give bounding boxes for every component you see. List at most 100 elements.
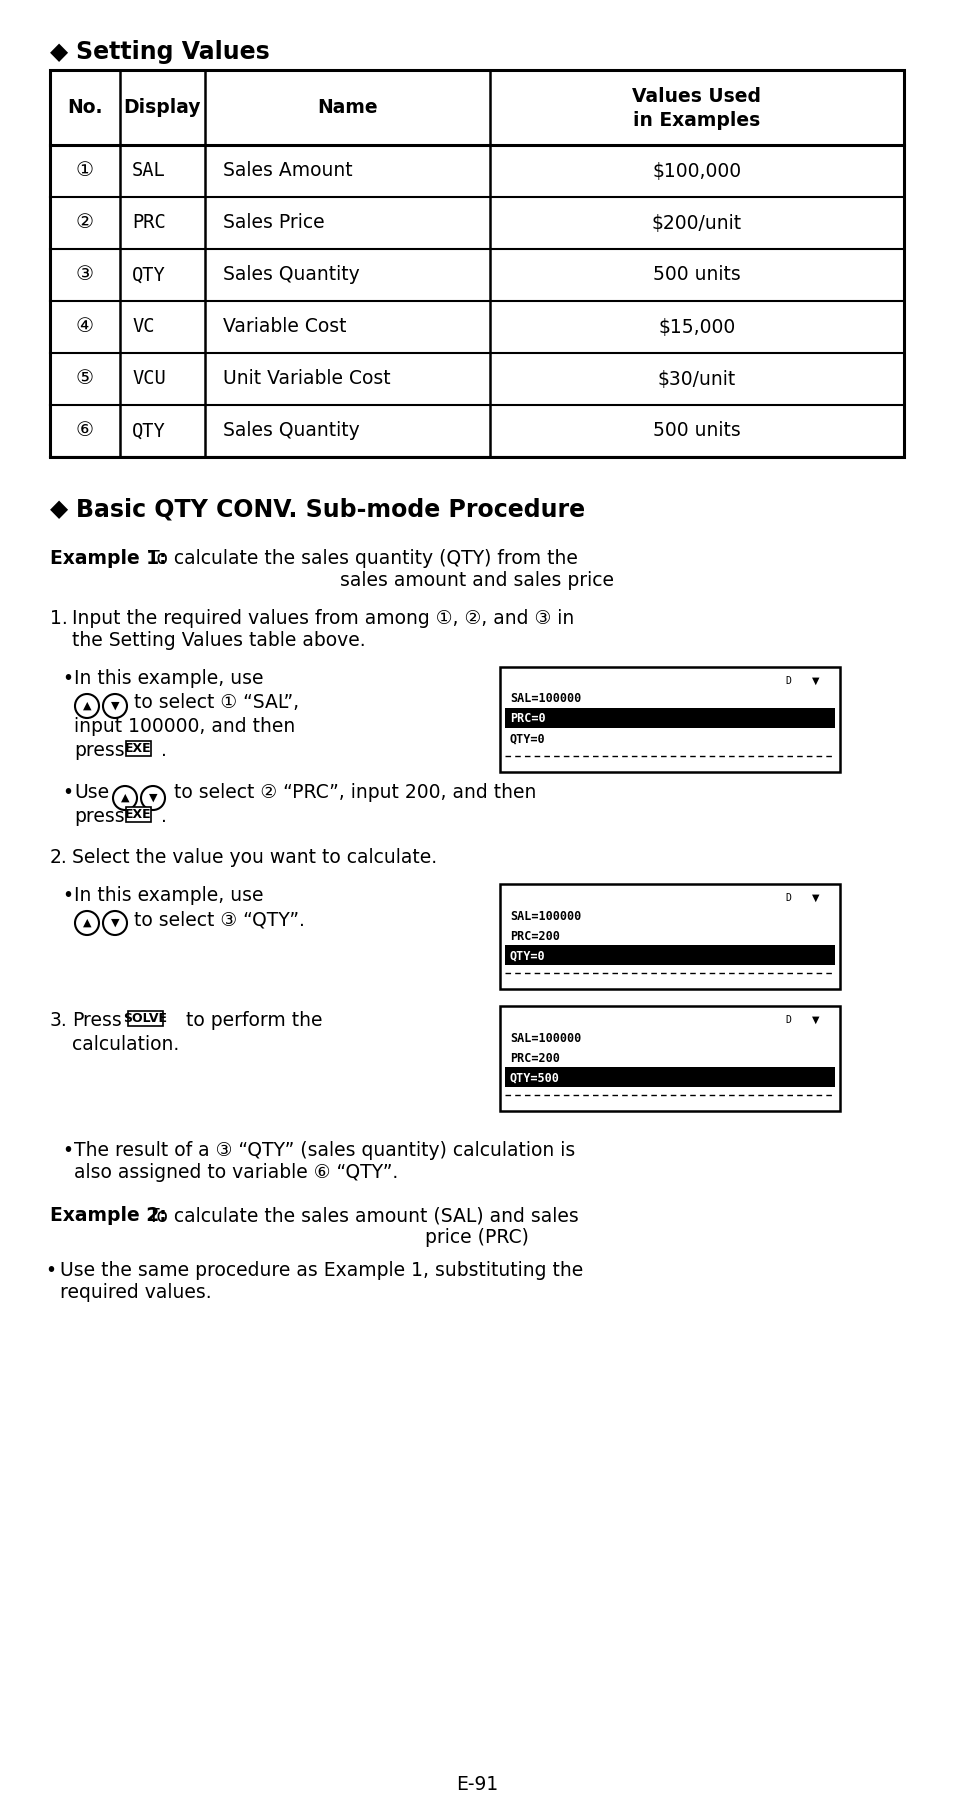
Text: Unit Variable Cost: Unit Variable Cost xyxy=(223,370,390,388)
Text: to select ① “SAL”,: to select ① “SAL”, xyxy=(133,693,299,713)
Text: VC: VC xyxy=(132,318,154,337)
Text: Select the value you want to calculate.: Select the value you want to calculate. xyxy=(71,848,436,868)
Text: To calculate the sales quantity (QTY) from the: To calculate the sales quantity (QTY) fr… xyxy=(148,548,578,568)
Text: ▼: ▼ xyxy=(149,794,157,803)
Text: Sales Price: Sales Price xyxy=(223,213,324,233)
Text: price (PRC): price (PRC) xyxy=(425,1229,528,1247)
Text: The result of a ③ “QTY” (sales quantity) calculation is: The result of a ③ “QTY” (sales quantity)… xyxy=(74,1140,575,1160)
Text: EXE: EXE xyxy=(125,741,152,756)
Text: .: . xyxy=(161,741,167,759)
Bar xyxy=(499,667,840,772)
Text: 500 units: 500 units xyxy=(653,422,740,440)
Text: ②: ② xyxy=(76,213,94,233)
Text: 3.: 3. xyxy=(50,1010,68,1030)
Bar xyxy=(504,707,834,729)
Text: 500 units: 500 units xyxy=(653,265,740,285)
Text: Sales Amount: Sales Amount xyxy=(223,162,353,180)
Text: SOLVE: SOLVE xyxy=(123,1012,167,1025)
Text: SAL=100000: SAL=100000 xyxy=(510,1032,580,1045)
Text: •: • xyxy=(62,669,73,687)
Text: press: press xyxy=(74,806,125,826)
Text: ⑥: ⑥ xyxy=(76,422,94,440)
Text: QTY=500: QTY=500 xyxy=(510,1072,559,1084)
Text: ③: ③ xyxy=(76,265,94,285)
Text: In this example, use: In this example, use xyxy=(74,886,263,906)
Text: Use the same procedure as Example 1, substituting the: Use the same procedure as Example 1, sub… xyxy=(60,1261,582,1281)
Text: PRC=0: PRC=0 xyxy=(510,713,545,725)
Text: Display: Display xyxy=(124,97,201,117)
Text: ⑤: ⑤ xyxy=(76,370,94,388)
Text: Setting Values: Setting Values xyxy=(76,40,270,63)
FancyBboxPatch shape xyxy=(126,741,151,756)
Text: $100,000: $100,000 xyxy=(652,162,740,180)
Text: ▲: ▲ xyxy=(83,918,91,927)
Text: $200/unit: $200/unit xyxy=(651,213,741,233)
Text: QTY: QTY xyxy=(132,422,166,440)
Bar xyxy=(504,1066,834,1088)
Text: •: • xyxy=(62,1140,73,1160)
Text: PRC: PRC xyxy=(132,213,166,233)
Text: VCU: VCU xyxy=(132,370,166,388)
Text: ④: ④ xyxy=(76,318,94,337)
Text: the Setting Values table above.: the Setting Values table above. xyxy=(71,631,365,649)
Text: Basic QTY CONV. Sub-mode Procedure: Basic QTY CONV. Sub-mode Procedure xyxy=(76,496,584,521)
Text: ▼: ▼ xyxy=(111,702,119,711)
Text: PRC=200: PRC=200 xyxy=(510,1052,559,1064)
Text: Name: Name xyxy=(316,97,377,117)
Text: ◆: ◆ xyxy=(50,496,68,521)
Text: QTY=0: QTY=0 xyxy=(510,949,545,963)
Text: SAL=100000: SAL=100000 xyxy=(510,693,580,705)
Text: No.: No. xyxy=(67,97,103,117)
Text: ①: ① xyxy=(76,162,94,180)
Text: calculation.: calculation. xyxy=(71,1035,179,1054)
Text: In this example, use: In this example, use xyxy=(74,669,263,687)
Text: SAL: SAL xyxy=(132,162,166,180)
Text: Input the required values from among ①, ②, and ③ in: Input the required values from among ①, … xyxy=(71,610,574,628)
Text: ▼: ▼ xyxy=(811,893,819,904)
Bar xyxy=(499,884,840,989)
FancyBboxPatch shape xyxy=(126,806,151,823)
Text: ▲: ▲ xyxy=(121,794,129,803)
Text: required values.: required values. xyxy=(60,1283,212,1302)
Text: Values Used: Values Used xyxy=(632,87,760,106)
Text: Example 1:: Example 1: xyxy=(50,548,167,568)
Text: •: • xyxy=(45,1261,56,1281)
Text: Use: Use xyxy=(74,783,109,803)
FancyBboxPatch shape xyxy=(128,1010,163,1026)
Text: To calculate the sales amount (SAL) and sales: To calculate the sales amount (SAL) and … xyxy=(148,1207,578,1225)
Text: E-91: E-91 xyxy=(456,1775,497,1793)
Text: Sales Quantity: Sales Quantity xyxy=(223,265,359,285)
Text: Variable Cost: Variable Cost xyxy=(223,318,346,337)
Text: to perform the: to perform the xyxy=(186,1010,322,1030)
Text: SAL=100000: SAL=100000 xyxy=(510,909,580,922)
Text: in Examples: in Examples xyxy=(633,112,760,130)
Text: •: • xyxy=(62,886,73,906)
Text: ▲: ▲ xyxy=(83,702,91,711)
Text: ▼: ▼ xyxy=(811,1016,819,1025)
Text: D: D xyxy=(784,676,790,686)
Text: also assigned to variable ⑥ “QTY”.: also assigned to variable ⑥ “QTY”. xyxy=(74,1164,397,1182)
Text: sales amount and sales price: sales amount and sales price xyxy=(339,572,614,590)
Bar xyxy=(50,70,903,456)
Text: press: press xyxy=(74,741,125,759)
Bar xyxy=(504,945,834,965)
Text: PRC=200: PRC=200 xyxy=(510,929,559,942)
Text: $30/unit: $30/unit xyxy=(658,370,736,388)
Text: to select ② “PRC”, input 200, and then: to select ② “PRC”, input 200, and then xyxy=(173,783,536,803)
Text: to select ③ “QTY”.: to select ③ “QTY”. xyxy=(133,909,305,929)
Text: $15,000: $15,000 xyxy=(658,318,735,337)
Text: input 100000, and then: input 100000, and then xyxy=(74,716,294,736)
Text: 2.: 2. xyxy=(50,848,68,868)
Text: QTY=0: QTY=0 xyxy=(510,732,545,745)
Text: Sales Quantity: Sales Quantity xyxy=(223,422,359,440)
Text: QTY: QTY xyxy=(132,265,166,285)
Text: Example 2:: Example 2: xyxy=(50,1207,167,1225)
Text: Press: Press xyxy=(71,1010,122,1030)
Text: •: • xyxy=(62,783,73,803)
Text: ▼: ▼ xyxy=(111,918,119,927)
Text: D: D xyxy=(784,893,790,904)
Text: D: D xyxy=(784,1016,790,1025)
Text: .: . xyxy=(161,806,167,826)
Text: ▼: ▼ xyxy=(811,676,819,686)
Text: 1.: 1. xyxy=(50,610,68,628)
